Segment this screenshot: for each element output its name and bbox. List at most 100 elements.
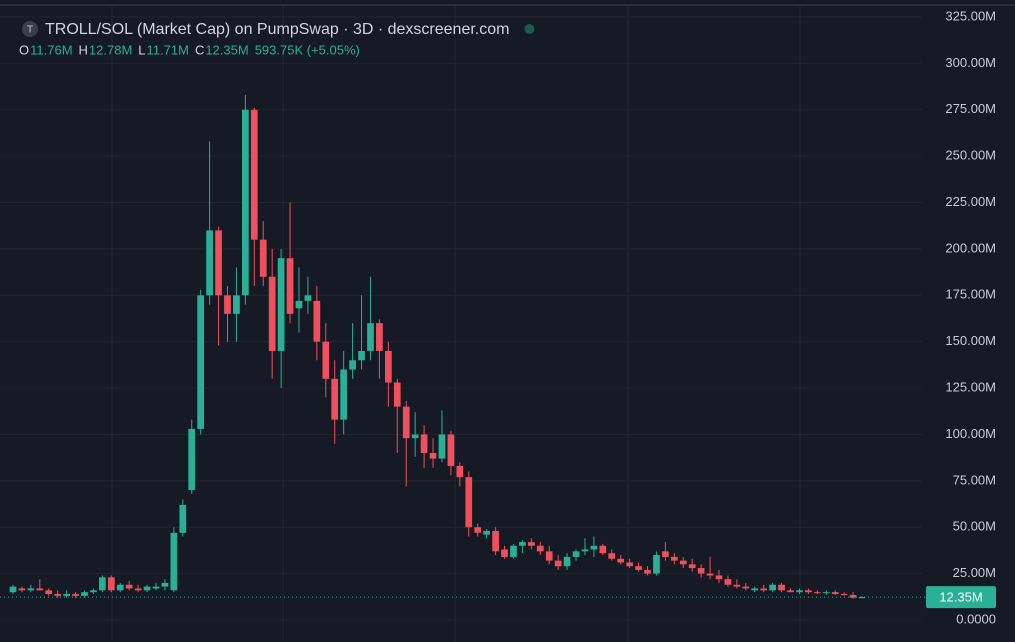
candle-body [393, 382, 401, 407]
candle-body [599, 545, 607, 554]
candle-body [796, 590, 803, 593]
candle-body [402, 406, 410, 439]
candle-body [662, 551, 669, 557]
candle-body [72, 594, 79, 596]
candle-body [527, 542, 535, 546]
candle-body [215, 230, 222, 296]
candle-body [349, 360, 356, 370]
candle-body [536, 545, 544, 552]
candle-body [179, 504, 187, 533]
candle-body [340, 369, 348, 420]
candle-body [313, 300, 321, 342]
candle-body [778, 584, 785, 591]
candle-body [581, 549, 589, 552]
candle-body [697, 568, 705, 574]
candle-body [590, 545, 598, 550]
candle-body [465, 477, 473, 528]
candle-body [474, 527, 482, 533]
last-price-tag [926, 586, 996, 609]
candle-body [224, 295, 231, 314]
candle-body [63, 594, 70, 596]
candle-body [706, 573, 714, 576]
candle-body [608, 553, 616, 559]
candle-body [572, 551, 580, 557]
candle-body [822, 592, 830, 594]
candle-body [331, 378, 339, 420]
ohlc-key: O [19, 42, 29, 57]
candle-body [670, 556, 678, 561]
candle-body [242, 109, 249, 296]
token-icon [22, 21, 38, 37]
ohlc-value: 12.35M [205, 42, 248, 57]
candle-body [805, 590, 812, 593]
candle-body [411, 434, 419, 439]
candle-body [510, 545, 517, 557]
candle-body [635, 566, 642, 570]
candle-body [438, 434, 446, 459]
y-tick-label: 275.00M [945, 101, 996, 116]
candle-body [161, 582, 169, 587]
candle-body [769, 584, 776, 591]
candle-body [268, 276, 276, 351]
live-indicator [524, 24, 535, 34]
y-tick-label: 150.00M [945, 333, 996, 348]
change: 593.75K (+5.05%) [255, 42, 360, 57]
candle-body [99, 577, 106, 591]
y-tick-label: 25.00M [953, 565, 996, 580]
candle-body [9, 586, 17, 593]
candle-body [483, 530, 491, 535]
candle-body [233, 295, 240, 314]
grid [0, 16, 922, 621]
last-price-label: 12.35M [939, 590, 982, 605]
y-tick-label: 50.00M [953, 519, 996, 534]
candle-body [840, 594, 848, 596]
candle-body [143, 586, 151, 591]
candle-body [420, 434, 428, 454]
chart-title: TROLL/SOL (Market Cap) on PumpSwap · 3D … [45, 21, 509, 38]
ohlc-value: 11.71M [147, 42, 189, 57]
candle-body [787, 590, 794, 593]
candle-body [545, 551, 553, 561]
candle-body [277, 258, 285, 351]
candle-body [679, 560, 687, 565]
candle-body [107, 577, 115, 591]
candle-body [304, 295, 312, 301]
candle-body [751, 588, 759, 591]
candle-body [760, 588, 768, 591]
candle-body [742, 586, 750, 589]
candle-body [519, 542, 526, 546]
y-tick-label: 75.00M [953, 472, 996, 487]
ohlc-value: 12.78M [89, 42, 132, 57]
candle-body [188, 428, 196, 491]
y-tick-label: 125.00M [945, 380, 996, 395]
ohlc-key: L [138, 42, 145, 57]
y-tick-label: 300.00M [945, 55, 996, 70]
header: T TROLL/SOL (Market Cap) on PumpSwap · 3… [19, 21, 535, 57]
candle-body [250, 109, 258, 240]
candle-body [295, 300, 303, 309]
candle-body [358, 350, 365, 361]
candle-body [36, 588, 44, 591]
candle-body [125, 584, 133, 589]
y-tick-label: 0.0000 [956, 611, 996, 626]
ohlc-key: H [79, 42, 88, 57]
ohlc-key: C [195, 42, 204, 57]
candle-body [45, 590, 53, 595]
candle-body [813, 592, 821, 594]
candle-body [27, 588, 35, 591]
candle-body [617, 558, 625, 563]
y-tick-label: 225.00M [945, 194, 996, 209]
candle-body [563, 556, 571, 567]
candle-body [18, 588, 26, 591]
candle-body [501, 549, 508, 557]
candle-body [81, 592, 88, 596]
candle-body [54, 594, 62, 596]
ohlc-value: 11.76M [30, 42, 72, 57]
candle-body [322, 341, 330, 379]
y-tick-label: 325.00M [945, 8, 996, 23]
candle-body [733, 584, 741, 587]
candle-body [286, 258, 294, 314]
candle-body [116, 584, 124, 591]
candle-body [858, 597, 866, 599]
